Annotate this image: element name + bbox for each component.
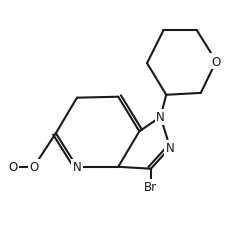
Text: O: O [212,55,221,68]
Text: Br: Br [144,181,157,194]
Text: O: O [8,161,17,174]
Text: N: N [73,161,81,174]
Text: N: N [166,142,174,154]
Text: N: N [156,111,165,124]
Text: O: O [29,161,38,174]
